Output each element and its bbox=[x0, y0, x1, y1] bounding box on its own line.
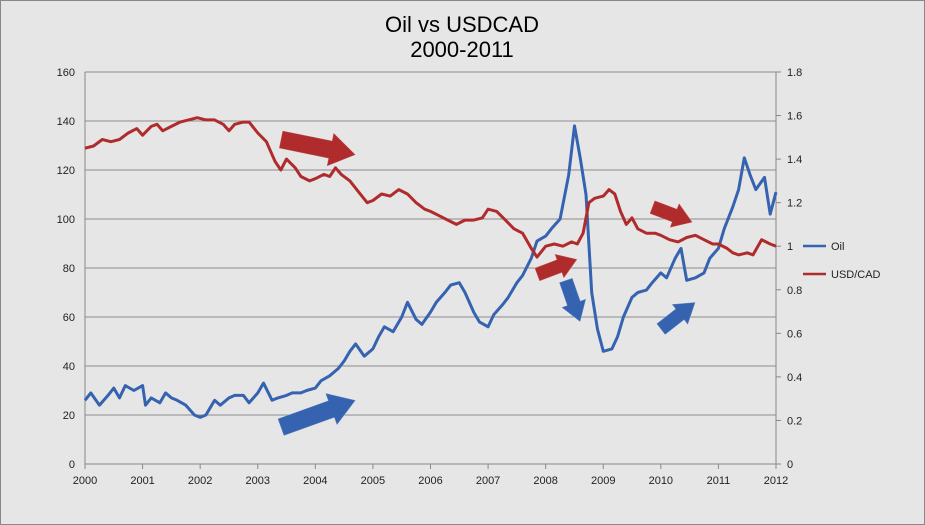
annotation-arrow bbox=[277, 392, 357, 437]
x-tick-label: 2012 bbox=[764, 475, 788, 487]
series-line-oil bbox=[83, 124, 778, 419]
y-right-tick-label: 1 bbox=[787, 241, 793, 253]
annotation-arrow bbox=[649, 199, 694, 229]
y-left-tick-label: 0 bbox=[69, 459, 75, 471]
x-tick-label: 2006 bbox=[418, 475, 442, 487]
y-left-tick-label: 160 bbox=[57, 67, 75, 79]
x-tick-label: 2000 bbox=[73, 475, 97, 487]
y-left-tick-label: 120 bbox=[57, 165, 75, 177]
y-right-tick-label: 1.6 bbox=[787, 111, 802, 123]
y-left-tick-label: 100 bbox=[57, 214, 75, 226]
annotation-arrow bbox=[278, 130, 357, 168]
y-right-tick-label: 0 bbox=[787, 459, 793, 471]
x-tick-label: 2004 bbox=[303, 475, 327, 487]
chart-title-line-1: Oil vs USDCAD bbox=[385, 12, 539, 37]
x-tick-label: 2003 bbox=[246, 475, 270, 487]
legend-label-usdcad: USD/CAD bbox=[831, 269, 881, 281]
y-left-tick-label: 80 bbox=[63, 263, 75, 275]
x-tick-label: 2007 bbox=[476, 475, 500, 487]
y-right-tick-label: 1.8 bbox=[787, 67, 802, 79]
series-line-usdcad bbox=[84, 116, 777, 259]
series-layer bbox=[83, 116, 778, 419]
axis-layer: 0 20 40 60 80 100 120 140 160 0 0.2 0.4 0.6 0.8 1 1.2 1.… bbox=[57, 67, 803, 487]
legend-label-oil: Oil bbox=[831, 241, 844, 253]
arrow-layer bbox=[277, 130, 697, 437]
annotation-arrow bbox=[533, 253, 579, 282]
x-tick-label: 2002 bbox=[188, 475, 212, 487]
y-left-tick-label: 40 bbox=[63, 361, 75, 373]
annotation-arrow bbox=[655, 301, 697, 336]
y-left-tick-label: 60 bbox=[63, 312, 75, 324]
x-tick-label: 2008 bbox=[533, 475, 557, 487]
x-tick-label: 2001 bbox=[130, 475, 154, 487]
y-right-tick-label: 1.2 bbox=[787, 198, 802, 210]
y-right-tick-label: 0.6 bbox=[787, 328, 802, 340]
y-left-tick-label: 140 bbox=[57, 116, 75, 128]
x-tick-label: 2009 bbox=[591, 475, 615, 487]
x-tick-label: 2010 bbox=[649, 475, 673, 487]
grid-layer bbox=[85, 71, 776, 416]
y-right-tick-label: 1.4 bbox=[787, 154, 802, 166]
y-right-tick-label: 0.2 bbox=[787, 415, 802, 427]
chart-title-line-2: 2000-2011 bbox=[410, 37, 514, 62]
y-right-tick-label: 0.8 bbox=[787, 285, 802, 297]
annotation-arrow bbox=[558, 277, 587, 323]
x-tick-label: 2011 bbox=[707, 475, 731, 487]
x-tick-label: 2005 bbox=[361, 475, 385, 487]
y-left-tick-label: 20 bbox=[63, 410, 75, 422]
y-right-tick-label: 0.4 bbox=[787, 372, 802, 384]
legend: Oil USD/CAD bbox=[803, 241, 881, 281]
